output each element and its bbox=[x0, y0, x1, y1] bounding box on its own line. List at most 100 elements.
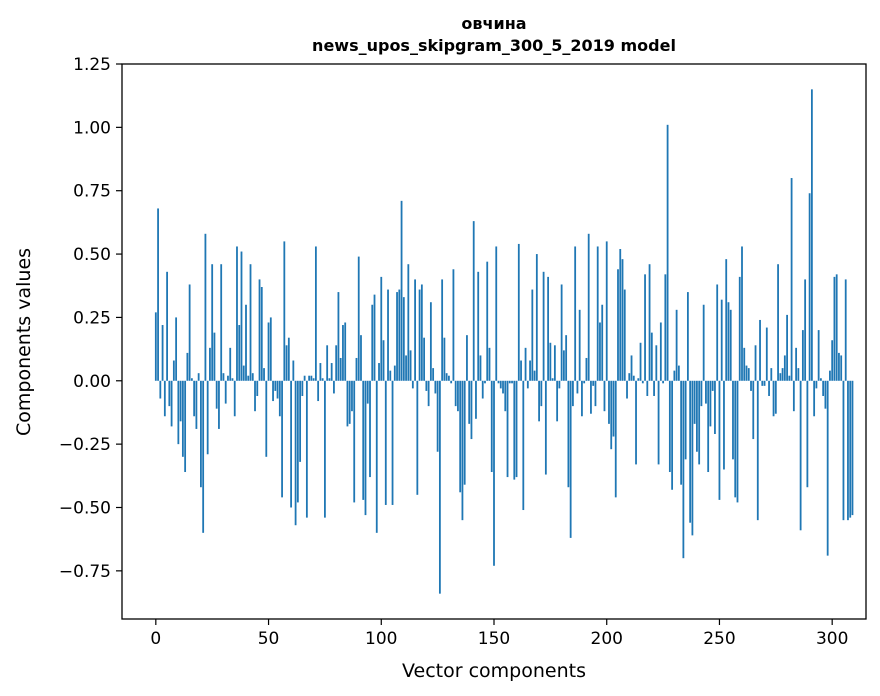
bar-113 bbox=[409, 350, 412, 381]
bar-174 bbox=[547, 276, 550, 381]
bar-188 bbox=[578, 309, 581, 381]
bar-0 bbox=[154, 312, 157, 381]
bar-83 bbox=[342, 325, 344, 381]
bar-15 bbox=[188, 284, 191, 381]
bar-153 bbox=[499, 380, 502, 389]
bar-281 bbox=[788, 375, 791, 381]
bar-289 bbox=[806, 380, 809, 488]
bar-94 bbox=[366, 380, 369, 404]
bar-161 bbox=[517, 243, 520, 381]
bar-91 bbox=[360, 335, 362, 381]
bar-108 bbox=[398, 289, 401, 381]
bar-82 bbox=[339, 357, 342, 381]
bar-217 bbox=[644, 274, 646, 381]
bar-175 bbox=[549, 342, 552, 381]
bar-181 bbox=[562, 350, 565, 381]
bar-186 bbox=[574, 246, 577, 381]
bar-104 bbox=[389, 370, 392, 381]
bar-106 bbox=[393, 365, 396, 381]
bar-126 bbox=[438, 380, 441, 594]
y-tick-label: −0.25 bbox=[59, 435, 111, 455]
x-tick-label: 200 bbox=[591, 629, 623, 649]
bar-110 bbox=[402, 297, 405, 381]
bar-25 bbox=[211, 264, 214, 381]
bar-307 bbox=[847, 380, 849, 521]
bar-1 bbox=[157, 208, 159, 381]
bar-79 bbox=[333, 380, 335, 394]
bar-280 bbox=[786, 314, 788, 381]
bar-270 bbox=[763, 380, 766, 386]
bar-2 bbox=[159, 380, 162, 399]
bar-158 bbox=[511, 380, 513, 384]
bar-84 bbox=[344, 322, 347, 381]
bar-159 bbox=[513, 380, 516, 480]
bar-146 bbox=[484, 380, 486, 384]
y-axis-label: Components values bbox=[13, 248, 35, 436]
bar-260 bbox=[741, 246, 743, 381]
bar-245 bbox=[707, 380, 710, 473]
bar-71 bbox=[314, 246, 317, 381]
bar-231 bbox=[675, 309, 678, 381]
bar-65 bbox=[301, 380, 304, 396]
bar-9 bbox=[175, 317, 178, 381]
bar-96 bbox=[371, 304, 374, 381]
bar-190 bbox=[583, 380, 586, 384]
bar-209 bbox=[626, 380, 628, 399]
y-tick-label: 0.75 bbox=[73, 182, 111, 202]
bar-276 bbox=[777, 264, 779, 381]
bar-301 bbox=[833, 276, 836, 381]
bar-73 bbox=[319, 363, 322, 381]
bar-205 bbox=[617, 269, 619, 381]
bar-279 bbox=[783, 355, 786, 381]
bar-243 bbox=[702, 304, 705, 381]
bar-149 bbox=[490, 380, 493, 473]
bar-27 bbox=[215, 380, 218, 409]
bar-22 bbox=[204, 233, 207, 381]
bar-262 bbox=[745, 365, 748, 381]
bar-88 bbox=[353, 380, 356, 503]
bar-291 bbox=[810, 89, 813, 381]
bar-178 bbox=[556, 380, 559, 422]
bar-274 bbox=[772, 380, 775, 417]
bar-12 bbox=[181, 380, 184, 457]
bar-47 bbox=[260, 287, 263, 381]
bar-298 bbox=[826, 380, 829, 556]
bar-45 bbox=[256, 380, 259, 396]
bar-122 bbox=[429, 302, 432, 381]
bar-76 bbox=[326, 345, 329, 381]
bar-305 bbox=[842, 380, 845, 521]
bar-200 bbox=[605, 241, 608, 381]
bar-150 bbox=[493, 380, 495, 566]
bar-87 bbox=[351, 380, 353, 412]
bar-210 bbox=[628, 373, 631, 381]
bar-191 bbox=[585, 357, 588, 381]
bar-10 bbox=[177, 380, 180, 445]
x-tick-label: 300 bbox=[816, 629, 848, 649]
bar-224 bbox=[659, 322, 662, 381]
bar-250 bbox=[718, 380, 721, 500]
bar-39 bbox=[242, 365, 245, 381]
bar-143 bbox=[477, 271, 480, 381]
bar-26 bbox=[213, 332, 216, 381]
bar-114 bbox=[411, 380, 414, 389]
bar-136 bbox=[461, 380, 464, 521]
bar-171 bbox=[540, 380, 543, 407]
bar-36 bbox=[236, 246, 238, 381]
bar-241 bbox=[698, 380, 701, 465]
y-tick-label: −0.50 bbox=[59, 498, 111, 518]
bar-17 bbox=[193, 380, 196, 417]
bar-183 bbox=[567, 380, 570, 488]
bar-271 bbox=[765, 327, 768, 381]
bar-273 bbox=[770, 368, 773, 381]
bar-258 bbox=[736, 380, 739, 503]
bar-141 bbox=[472, 221, 475, 381]
bar-59 bbox=[287, 337, 290, 381]
x-tick-label: 100 bbox=[365, 629, 397, 649]
bar-152 bbox=[497, 380, 500, 384]
bar-226 bbox=[664, 274, 667, 381]
bar-44 bbox=[254, 380, 256, 412]
bar-247 bbox=[711, 380, 714, 391]
x-tick-label: 50 bbox=[258, 629, 280, 649]
bar-249 bbox=[716, 284, 719, 381]
